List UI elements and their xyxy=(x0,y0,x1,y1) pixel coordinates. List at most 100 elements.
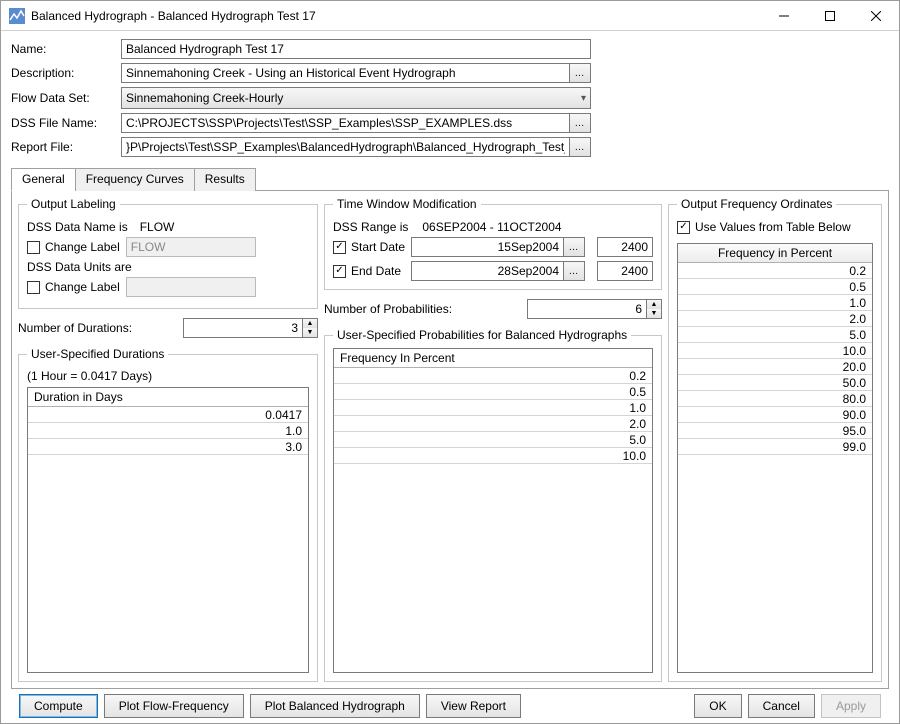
enddate-checkbox[interactable]: ✓ End Date xyxy=(333,264,405,278)
enddate-label: End Date xyxy=(351,264,401,278)
table-row[interactable]: 2.0 xyxy=(678,311,872,327)
spin-down-icon[interactable]: ▼ xyxy=(647,309,661,318)
description-label: Description: xyxy=(11,66,121,80)
tab-results[interactable]: Results xyxy=(194,168,256,191)
table-row[interactable]: 0.2 xyxy=(678,263,872,279)
plot-balanced-hydrograph-button[interactable]: Plot Balanced Hydrograph xyxy=(250,694,420,718)
spin-down-icon[interactable]: ▼ xyxy=(303,328,317,337)
table-row[interactable]: 1.0 xyxy=(334,400,652,416)
table-row[interactable]: 1.0 xyxy=(678,295,872,311)
durations-hint: (1 Hour = 0.0417 Days) xyxy=(27,369,309,383)
durations-table[interactable]: Duration in Days 0.04171.03.0 xyxy=(27,387,309,673)
name-label: Name: xyxy=(11,42,121,56)
enddate-field[interactable] xyxy=(411,261,564,281)
table-row[interactable]: 3.0 xyxy=(28,439,308,455)
startdate-field[interactable] xyxy=(411,237,564,257)
close-button[interactable] xyxy=(853,1,899,30)
compute-button[interactable]: Compute xyxy=(19,694,98,718)
startdate-picker-button[interactable]: … xyxy=(563,237,585,257)
dataname-change-checkbox[interactable]: Change Label xyxy=(27,240,120,254)
probabilities-header: Frequency In Percent xyxy=(334,349,652,368)
table-row[interactable]: 2.0 xyxy=(334,416,652,432)
output-labeling-legend: Output Labeling xyxy=(27,197,120,211)
maximize-button[interactable] xyxy=(807,1,853,30)
table-row[interactable]: 95.0 xyxy=(678,423,872,439)
ordinates-header: Frequency in Percent xyxy=(678,244,872,263)
table-row[interactable]: 0.0417 xyxy=(28,407,308,423)
titlebar: Balanced Hydrograph - Balanced Hydrograp… xyxy=(1,1,899,31)
endtime-field[interactable] xyxy=(597,261,653,281)
dataunits-change-label: Change Label xyxy=(45,280,120,294)
table-row[interactable]: 50.0 xyxy=(678,375,872,391)
dataname-change-label: Change Label xyxy=(45,240,120,254)
plot-flow-frequency-button[interactable]: Plot Flow-Frequency xyxy=(104,694,244,718)
enddate-picker-button[interactable]: … xyxy=(563,261,585,281)
description-browse-button[interactable]: … xyxy=(569,63,591,83)
table-row[interactable]: 1.0 xyxy=(28,423,308,439)
reportfile-browse-button[interactable]: … xyxy=(569,137,591,157)
flowdataset-label: Flow Data Set: xyxy=(11,91,121,105)
dss-range-label: DSS Range is xyxy=(333,220,408,234)
ordinates-group: Output Frequency Ordinates ✓ Use Values … xyxy=(668,197,882,682)
table-row[interactable]: 0.5 xyxy=(678,279,872,295)
table-row[interactable]: 10.0 xyxy=(334,448,652,464)
chevron-down-icon: ▾ xyxy=(581,93,586,104)
spin-up-icon[interactable]: ▲ xyxy=(647,300,661,309)
cancel-button[interactable]: Cancel xyxy=(748,694,815,718)
starttime-field[interactable] xyxy=(597,237,653,257)
durations-legend: User-Specified Durations xyxy=(27,347,168,361)
dataname-value: FLOW xyxy=(140,220,175,234)
apply-button: Apply xyxy=(821,694,881,718)
col-timewindow-and-probs: Time Window Modification DSS Range is 06… xyxy=(324,197,662,682)
minimize-button[interactable] xyxy=(761,1,807,30)
probabilities-table[interactable]: Frequency In Percent 0.20.51.02.05.010.0 xyxy=(333,348,653,673)
table-row[interactable]: 80.0 xyxy=(678,391,872,407)
window-root: Balanced Hydrograph - Balanced Hydrograp… xyxy=(0,0,900,724)
table-row[interactable]: 0.5 xyxy=(334,384,652,400)
reportfile-label: Report File: xyxy=(11,140,121,154)
dssfile-field[interactable] xyxy=(121,113,570,133)
use-values-label: Use Values from Table Below xyxy=(695,220,851,234)
timewindow-legend: Time Window Modification xyxy=(333,197,481,211)
ok-button[interactable]: OK xyxy=(694,694,741,718)
tab-general[interactable]: General xyxy=(11,168,76,191)
num-durations-spinner[interactable]: ▲▼ xyxy=(183,318,318,338)
table-row[interactable]: 99.0 xyxy=(678,439,872,455)
checkbox-checked-icon: ✓ xyxy=(677,221,690,234)
ordinates-legend: Output Frequency Ordinates xyxy=(677,197,836,211)
window-controls xyxy=(761,1,899,30)
table-row[interactable]: 0.2 xyxy=(334,368,652,384)
tabstrip: General Frequency Curves Results xyxy=(11,167,889,191)
footer-bar: Compute Plot Flow-Frequency Plot Balance… xyxy=(11,689,889,723)
flowdataset-combo[interactable]: Sinnemahoning Creek-Hourly ▾ xyxy=(121,87,591,109)
reportfile-field[interactable] xyxy=(121,137,570,157)
num-probabilities-field[interactable] xyxy=(527,299,647,319)
tab-frequency-curves[interactable]: Frequency Curves xyxy=(75,168,195,191)
window-title: Balanced Hydrograph - Balanced Hydrograp… xyxy=(31,9,761,23)
durations-header: Duration in Days xyxy=(28,388,308,407)
table-row[interactable]: 5.0 xyxy=(334,432,652,448)
col-output-and-durations: Output Labeling DSS Data Name is FLOW Ch… xyxy=(18,197,318,682)
dataunits-change-checkbox[interactable]: Change Label xyxy=(27,280,120,294)
table-row[interactable]: 20.0 xyxy=(678,359,872,375)
table-row[interactable]: 5.0 xyxy=(678,327,872,343)
dssfile-browse-button[interactable]: … xyxy=(569,113,591,133)
dataname-change-field xyxy=(126,237,256,257)
use-values-checkbox[interactable]: ✓ Use Values from Table Below xyxy=(677,220,851,234)
table-row[interactable]: 10.0 xyxy=(678,343,872,359)
col-ordinates: Output Frequency Ordinates ✓ Use Values … xyxy=(668,197,882,682)
checkbox-icon xyxy=(27,281,40,294)
view-report-button[interactable]: View Report xyxy=(426,694,521,718)
durations-group: User-Specified Durations (1 Hour = 0.041… xyxy=(18,347,318,682)
num-durations-field[interactable] xyxy=(183,318,303,338)
num-probabilities-spinner[interactable]: ▲▼ xyxy=(527,299,662,319)
description-field[interactable] xyxy=(121,63,570,83)
dataunits-label: DSS Data Units are xyxy=(27,260,132,274)
ordinates-table[interactable]: Frequency in Percent 0.20.51.02.05.010.0… xyxy=(677,243,873,673)
table-row[interactable]: 90.0 xyxy=(678,407,872,423)
dssfile-label: DSS File Name: xyxy=(11,116,121,130)
name-field[interactable] xyxy=(121,39,591,59)
spin-up-icon[interactable]: ▲ xyxy=(303,319,317,328)
timewindow-group: Time Window Modification DSS Range is 06… xyxy=(324,197,662,290)
startdate-checkbox[interactable]: ✓ Start Date xyxy=(333,240,405,254)
